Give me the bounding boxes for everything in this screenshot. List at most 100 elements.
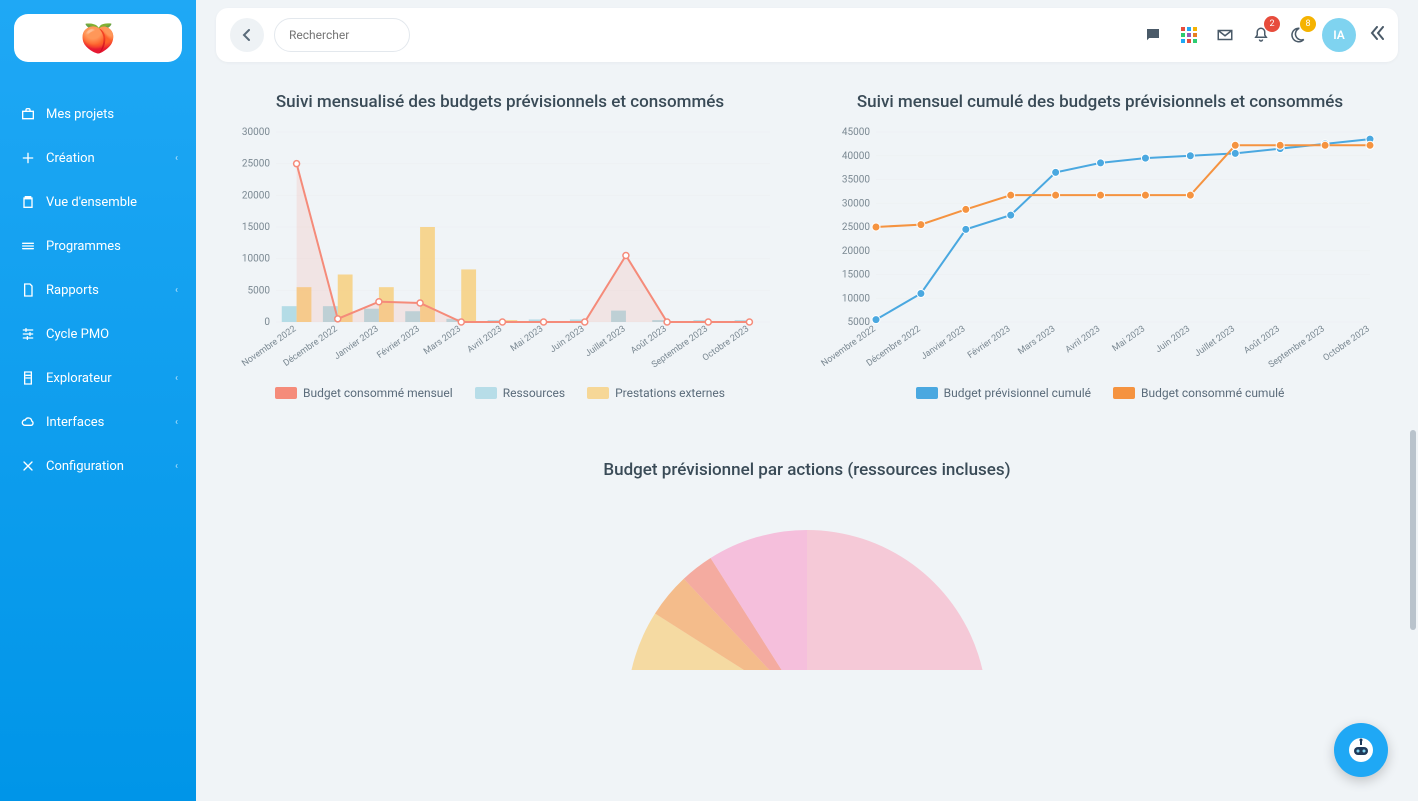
legend-label: Ressources [503,386,565,400]
plus-icon [20,150,46,166]
svg-text:Août 2023: Août 2023 [1242,324,1282,356]
sliders-icon [20,326,46,342]
chart1-legend: Budget consommé mensuel Ressources Prestat… [220,386,780,400]
legend-item: Budget consommé cumulé [1113,386,1284,400]
scrollbar[interactable] [1410,430,1416,630]
chart1-svg: 050001000015000200002500030000Novembre 2… [220,122,780,382]
svg-text:15000: 15000 [842,270,870,281]
sidebar: 🍑 Mes projets Création ‹ Vue d'ensemble Prog… [0,0,196,801]
legend-item: Budget consommé mensuel [275,386,453,400]
svg-text:5000: 5000 [248,285,271,296]
svg-text:Avril 2023: Avril 2023 [1064,324,1102,355]
svg-text:5000: 5000 [848,317,871,328]
sidebar-item-label: Configuration [46,459,124,474]
sidebar-nav: Mes projets Création ‹ Vue d'ensemble Progra… [14,92,182,488]
legend-label: Budget consommé mensuel [303,386,453,400]
moon-icon[interactable]: 8 [1282,20,1312,50]
svg-text:Mai 2023: Mai 2023 [1111,324,1147,354]
notifications-icon[interactable]: 2 [1246,20,1276,50]
svg-text:0: 0 [264,317,270,328]
sidebar-item-interfaces[interactable]: Interfaces ‹ [14,400,182,444]
legend-swatch [475,387,497,399]
moon-badge: 8 [1300,16,1316,32]
file-icon [20,282,46,298]
legend-swatch [916,387,938,399]
logo[interactable]: 🍑 [14,14,182,62]
svg-text:30000: 30000 [242,127,270,138]
document-icon [20,370,46,386]
svg-text:15000: 15000 [242,222,270,233]
svg-text:Juillet 2023: Juillet 2023 [584,324,628,359]
svg-text:Avril 2023: Avril 2023 [466,324,504,355]
sidebar-item-label: Programmes [46,239,121,254]
sidebar-item-programmes[interactable]: Programmes [14,224,182,268]
chevron-left-icon: ‹ [175,461,178,472]
svg-text:20000: 20000 [242,190,270,201]
legend-swatch [275,387,297,399]
sidebar-item-cycle-pmo[interactable]: Cycle PMO [14,312,182,356]
svg-text:45000: 45000 [842,127,870,138]
clipboard-icon [20,194,46,210]
svg-text:25000: 25000 [842,222,870,233]
svg-text:Octobre 2023: Octobre 2023 [701,324,751,363]
budget-by-action-pie: Budget prévisionnel par actions (ressour… [220,460,1394,674]
sidebar-item-cr-ation[interactable]: Création ‹ [14,136,182,180]
collapse-button[interactable] [1370,26,1384,44]
chevron-left-icon: ‹ [175,417,178,428]
svg-text:30000: 30000 [842,198,870,209]
svg-text:Juin 2023: Juin 2023 [1154,324,1192,355]
tools-icon [20,458,46,474]
chevron-left-icon [241,29,253,41]
sidebar-item-explorateur[interactable]: Explorateur‹ [14,356,182,400]
chart2-title: Suivi mensuel cumulé des budgets prévisi… [820,92,1380,112]
layers-icon [20,238,46,254]
sidebar-item-label: Vue d'ensemble [46,195,137,210]
double-chevron-left-icon [1370,26,1384,40]
chevron-left-icon: ‹ [175,285,178,296]
cumulative-budget-chart: Suivi mensuel cumulé des budgets prévisi… [820,92,1380,400]
search-input[interactable] [274,18,410,52]
sidebar-item-label: Cycle PMO [46,327,109,342]
chart2-svg: 5000100001500020000250003000035000400004… [820,122,1380,382]
cloud-icon [20,414,46,430]
chatbot-button[interactable] [1334,723,1388,777]
svg-text:Mai 2023: Mai 2023 [509,324,545,354]
svg-text:Mars 2023: Mars 2023 [422,324,463,357]
legend-label: Prestations externes [615,386,725,400]
sidebar-item-configuration[interactable]: Configuration ‹ [14,444,182,488]
svg-text:40000: 40000 [842,151,870,162]
mail-icon[interactable] [1210,20,1240,50]
svg-text:Juin 2023: Juin 2023 [548,324,586,355]
svg-text:Février 2023: Février 2023 [966,324,1012,361]
pie-title: Budget prévisionnel par actions (ressour… [220,460,1394,480]
apps-icon[interactable] [1174,20,1204,50]
chat-icon [1144,26,1162,44]
legend-label: Budget consommé cumulé [1141,386,1284,400]
svg-text:Janvier 2023: Janvier 2023 [919,324,967,362]
sidebar-item-label: Interfaces [46,415,104,430]
back-button[interactable] [230,18,264,52]
legend-item: Budget prévisionnel cumulé [916,386,1091,400]
monthly-budget-chart: Suivi mensualisé des budgets prévisionne… [220,92,780,400]
briefcase-icon [20,106,46,122]
chart1-title: Suivi mensualisé des budgets prévisionne… [220,92,780,112]
chevron-left-icon: ‹ [175,153,178,164]
sidebar-item-label: Création [46,151,95,166]
sidebar-item-vue-d-ensemble[interactable]: Vue d'ensemble [14,180,182,224]
avatar[interactable]: IA [1322,18,1356,52]
svg-text:Janvier 2023: Janvier 2023 [333,324,381,362]
feedback-icon[interactable] [1138,20,1168,50]
envelope-icon [1216,26,1234,44]
sidebar-item-label: Rapports [46,283,99,298]
chevron-left-icon: ‹ [175,373,178,384]
legend-label: Budget prévisionnel cumulé [944,386,1091,400]
svg-text:10000: 10000 [242,254,270,265]
pie-svg [607,510,1007,670]
notifications-badge: 2 [1264,16,1280,32]
legend-swatch [1113,387,1135,399]
sidebar-item-mes-projets[interactable]: Mes projets [14,92,182,136]
svg-text:Février 2023: Février 2023 [376,324,422,361]
logo-icon: 🍑 [81,22,116,55]
grid-icon [1181,27,1197,43]
sidebar-item-rapports[interactable]: Rapports ‹ [14,268,182,312]
